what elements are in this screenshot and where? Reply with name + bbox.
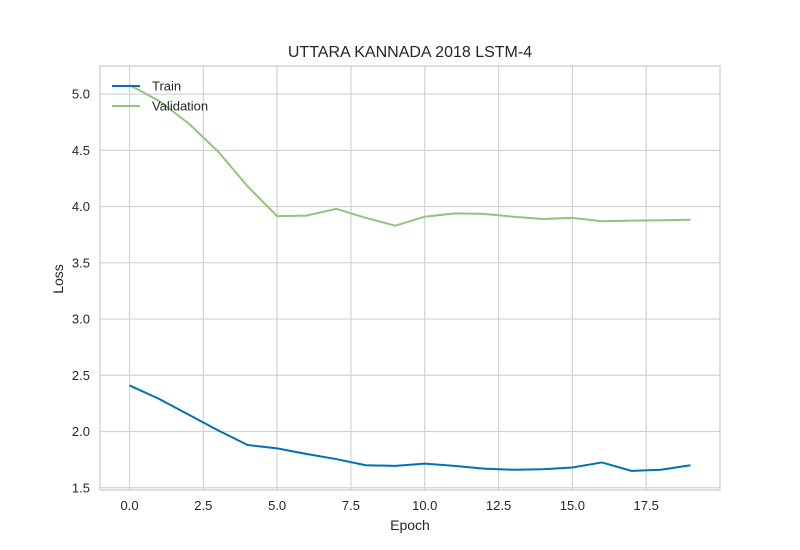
chart-title: UTTARA KANNADA 2018 LSTM-4 <box>288 44 532 61</box>
y-tick-label: 2.5 <box>72 368 90 383</box>
x-tick-label: 15.0 <box>560 498 585 513</box>
y-axis-label: Loss <box>50 264 66 294</box>
x-tick-label: 10.0 <box>412 498 437 513</box>
y-tick-label: 4.5 <box>72 143 90 158</box>
y-tick-label: 3.0 <box>72 312 90 327</box>
legend-label-validation: Validation <box>152 99 208 114</box>
series-line-train <box>129 384 691 472</box>
y-tick-label: 4.0 <box>72 199 90 214</box>
x-tick-label: 7.5 <box>342 498 360 513</box>
x-tick-label: 2.5 <box>194 498 212 513</box>
legend: Train Validation <box>112 79 208 114</box>
y-tick-label: 3.5 <box>72 255 90 270</box>
y-tick-label: 5.0 <box>72 87 90 102</box>
plot-frame <box>99 65 721 491</box>
grid <box>100 66 720 490</box>
series-line-validation <box>129 84 691 227</box>
y-tick-label: 1.5 <box>72 480 90 495</box>
x-tick-label: 17.5 <box>634 498 659 513</box>
x-tick-label: 0.0 <box>120 498 138 513</box>
y-tick-labels: 1.5 2.0 2.5 3.0 3.5 4.0 4.5 5.0 <box>72 87 90 496</box>
y-tick-label: 2.0 <box>72 424 90 439</box>
legend-label-train: Train <box>152 79 181 94</box>
series-layer <box>129 84 691 472</box>
x-tick-label: 12.5 <box>486 498 511 513</box>
plot-area <box>100 66 720 490</box>
x-axis-label: Epoch <box>390 517 430 533</box>
x-tick-label: 5.0 <box>268 498 286 513</box>
x-tick-labels: 0.0 2.5 5.0 7.5 10.0 12.5 15.0 17.5 <box>120 498 658 513</box>
